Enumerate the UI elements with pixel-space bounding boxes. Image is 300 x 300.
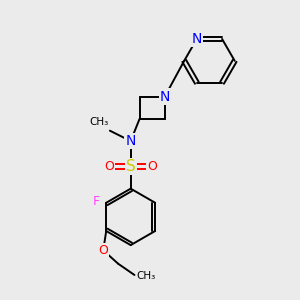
Text: CH₃: CH₃: [89, 117, 108, 127]
Text: N: N: [160, 89, 170, 103]
Text: CH₃: CH₃: [137, 272, 156, 281]
Text: N: N: [125, 134, 136, 148]
Text: O: O: [104, 160, 114, 173]
Text: O: O: [98, 244, 108, 257]
Text: S: S: [126, 159, 136, 174]
Text: O: O: [147, 160, 157, 173]
Text: N: N: [192, 32, 202, 46]
Text: F: F: [92, 195, 99, 208]
